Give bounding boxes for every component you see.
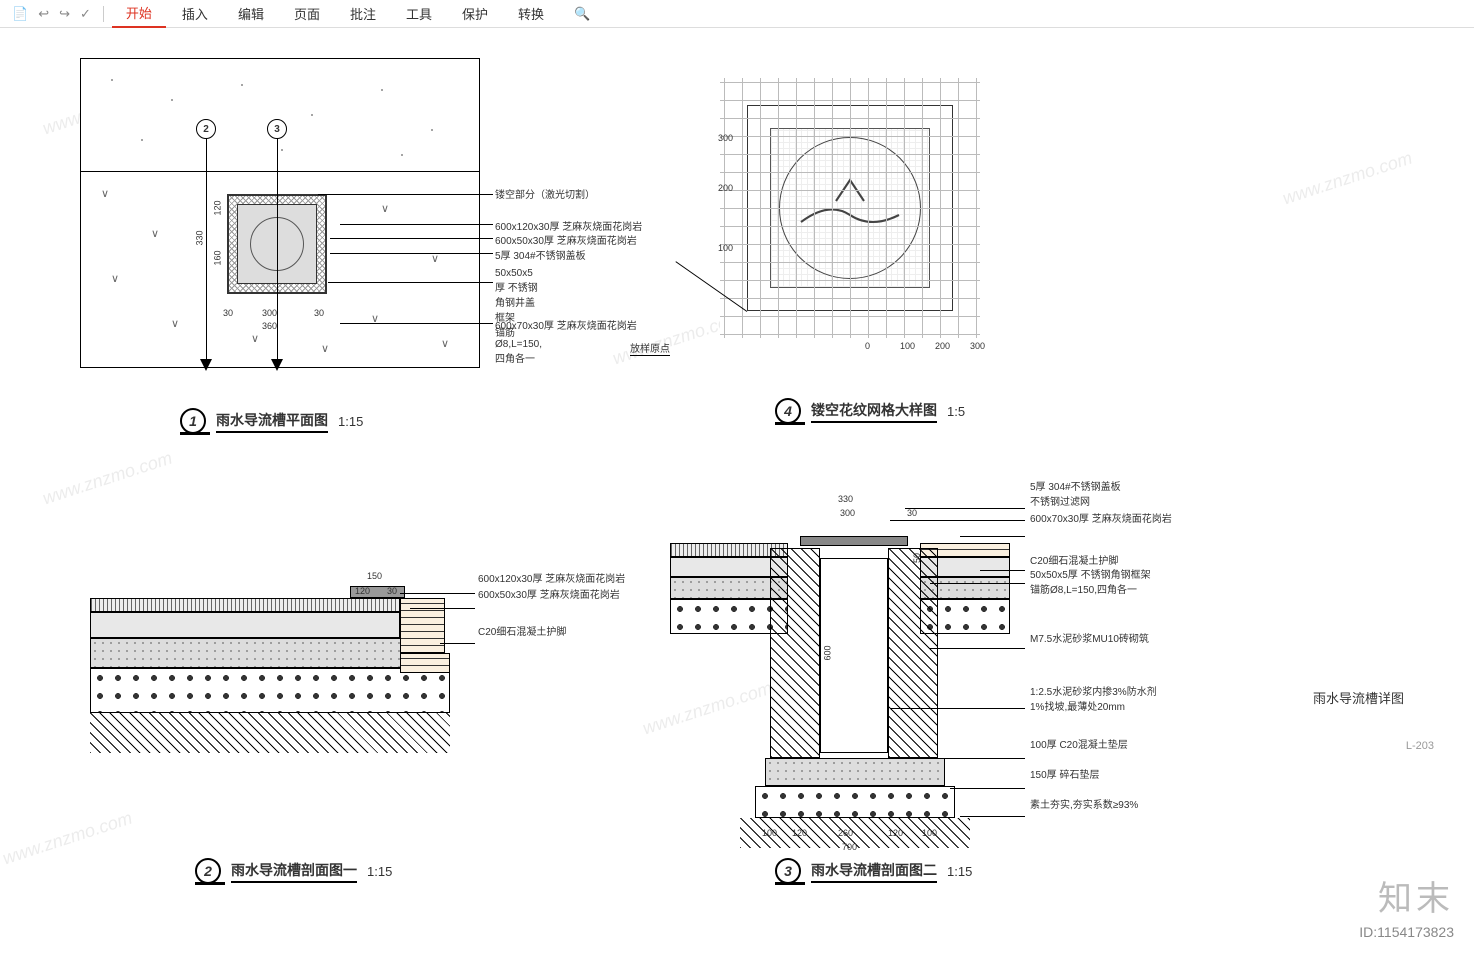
menu-page[interactable]: 页面 bbox=[280, 0, 334, 27]
ann: 1:2.5水泥砂浆内掺3%防水剂 1%找坡,最薄处20mm bbox=[1030, 683, 1157, 713]
title-text: 雨水导流槽剖面图二 bbox=[811, 860, 937, 883]
menubar: 📄 ↩ ↪ ✓ 开始 插入 编辑 页面 批注 工具 保护 转换 🔍 bbox=[0, 0, 1474, 28]
menu-protect[interactable]: 保护 bbox=[448, 0, 502, 27]
axis-x: 200 bbox=[935, 341, 950, 351]
ann: 50x50x5厚 不锈钢角钢框架 锚筋Ø8,L=150,四角各一 bbox=[1030, 566, 1151, 596]
menu-start[interactable]: 开始 bbox=[112, 0, 166, 28]
dim: 150 bbox=[367, 571, 382, 581]
dim-s: 30 bbox=[223, 308, 233, 318]
dim: 300 bbox=[840, 508, 855, 518]
ann: 5厚 304#不锈钢盖板 bbox=[495, 247, 586, 262]
title-scale: 1:15 bbox=[338, 414, 363, 429]
axis-y: 100 bbox=[718, 243, 733, 253]
title-num: 3 bbox=[775, 858, 801, 884]
ann: 600x70x30厚 芝麻灰烧面花岗岩 bbox=[1030, 510, 1172, 525]
dim-v: 120 bbox=[213, 200, 223, 215]
panel-pattern: 0 100 200 300 100 200 300 放样原点 4 镂空花纹网格大… bbox=[720, 78, 980, 338]
check-icon[interactable]: ✓ bbox=[76, 6, 95, 22]
ann: 600x70x30厚 芝麻灰烧面花岗岩 bbox=[495, 317, 637, 332]
title-text: 雨水导流槽平面图 bbox=[216, 410, 328, 433]
dim-h: 300 bbox=[262, 308, 277, 318]
section1-drawing bbox=[90, 568, 450, 788]
brand-watermark: 知末 ID:1154173823 bbox=[1359, 871, 1454, 940]
ann: 600x50x30厚 芝麻灰烧面花岗岩 bbox=[495, 232, 637, 247]
ann: 不锈钢过滤网 bbox=[1030, 493, 1090, 508]
title-num: 4 bbox=[775, 398, 801, 424]
panel4-title: 4 镂空花纹网格大样图 1:5 bbox=[775, 398, 965, 424]
origin-label: 放样原点 bbox=[630, 340, 670, 356]
ann: 600x120x30厚 芝麻灰烧面花岗岩 bbox=[478, 570, 625, 585]
dim-b: 120 bbox=[888, 828, 903, 838]
doc-icon[interactable]: 📄 bbox=[8, 6, 32, 22]
menu-insert[interactable]: 插入 bbox=[168, 0, 222, 27]
ann: 镂空部分（激光切割） bbox=[495, 186, 595, 201]
title-text: 镂空花纹网格大样图 bbox=[811, 400, 937, 423]
dim-side: 50 bbox=[912, 553, 922, 563]
section-line-2 bbox=[206, 129, 207, 364]
axis-x: 0 bbox=[865, 341, 870, 351]
plan-top-area bbox=[81, 59, 479, 171]
title-num: 1 bbox=[180, 408, 206, 434]
dim: 30 bbox=[907, 508, 917, 518]
title-scale: 1:15 bbox=[947, 864, 972, 879]
axis-y: 300 bbox=[718, 133, 733, 143]
ann: 150厚 碎石垫层 bbox=[1030, 766, 1099, 781]
title-scale: 1:5 bbox=[947, 404, 965, 419]
title-text: 雨水导流槽剖面图一 bbox=[231, 860, 357, 883]
panel2-title: 2 雨水导流槽剖面图一 1:15 bbox=[195, 858, 392, 884]
menu-edit[interactable]: 编辑 bbox=[224, 0, 278, 27]
dim: 330 bbox=[838, 494, 853, 504]
dim-depth: 600 bbox=[823, 645, 833, 660]
title-num: 2 bbox=[195, 858, 221, 884]
ann: M7.5水泥砂浆MU10砖砌筑 bbox=[1030, 630, 1149, 645]
dim-b: 120 bbox=[792, 828, 807, 838]
title-scale: 1:15 bbox=[367, 864, 392, 879]
watermark: www.znzmo.com bbox=[1280, 148, 1415, 210]
dim: 120 bbox=[355, 586, 370, 596]
panel-section1: 150 120 30 600x120x30厚 芝麻灰烧面花岗岩 600x50x3… bbox=[90, 528, 610, 888]
menu-convert[interactable]: 转换 bbox=[504, 0, 558, 27]
panel3-title: 3 雨水导流槽剖面图二 1:15 bbox=[775, 858, 972, 884]
axis-x: 100 bbox=[900, 341, 915, 351]
section2-drawing bbox=[670, 488, 1070, 858]
sheet-no: L-203 bbox=[1406, 740, 1434, 752]
axis-y: 200 bbox=[718, 183, 733, 193]
ann: C20细石混凝土护脚 bbox=[478, 623, 566, 638]
panel1-title: 1 雨水导流槽平面图 1:15 bbox=[180, 408, 363, 434]
ann: C20细石混凝土护脚 bbox=[1030, 552, 1118, 567]
menu-tools[interactable]: 工具 bbox=[392, 0, 446, 27]
search-icon[interactable]: 🔍 bbox=[570, 6, 594, 22]
dim-s: 30 bbox=[314, 308, 324, 318]
ann: 5厚 304#不锈钢盖板 bbox=[1030, 478, 1121, 493]
dim: 30 bbox=[387, 586, 397, 596]
brand-cn: 知末 bbox=[1359, 871, 1454, 920]
dim-v: 330 bbox=[195, 230, 205, 245]
ann: 素土夯实,夯实系数≥93% bbox=[1030, 796, 1138, 811]
dim-b: 700 bbox=[842, 842, 857, 852]
dim-b: 260 bbox=[838, 828, 853, 838]
ann: 100厚 C20混凝土垫层 bbox=[1030, 736, 1128, 751]
panel-plan: ∨∨∨∨∨∨∨∨∨∨ 2 3 120 160 330 300 360 30 30… bbox=[80, 58, 480, 368]
panel-section2: 330 300 30 600 50 100 120 260 120 100 70… bbox=[670, 458, 1270, 918]
dim-v: 160 bbox=[213, 250, 223, 265]
watermark: www.znzmo.com bbox=[40, 448, 175, 510]
drawing-canvas: www.znzmo.com www.znzmo.com www.znzmo.co… bbox=[0, 28, 1474, 960]
section-mark-3: 3 bbox=[267, 119, 287, 139]
menu-annotate[interactable]: 批注 bbox=[336, 0, 390, 27]
dim-h: 360 bbox=[262, 321, 277, 331]
pattern-grid bbox=[720, 78, 980, 338]
axis-x: 300 bbox=[970, 341, 985, 351]
divider bbox=[103, 6, 104, 22]
ann: 600x120x30厚 芝麻灰烧面花岗岩 bbox=[495, 218, 642, 233]
undo-icon[interactable]: ↩ bbox=[34, 6, 53, 22]
plan-frame: ∨∨∨∨∨∨∨∨∨∨ 2 3 bbox=[80, 58, 480, 368]
dim-b: 100 bbox=[922, 828, 937, 838]
brand-id: ID:1154173823 bbox=[1359, 924, 1454, 940]
dim-b: 100 bbox=[762, 828, 777, 838]
ann: 600x50x30厚 芝麻灰烧面花岗岩 bbox=[478, 586, 620, 601]
section-line-3 bbox=[277, 129, 278, 364]
redo-icon[interactable]: ↪ bbox=[55, 6, 74, 22]
section-mark-2: 2 bbox=[196, 119, 216, 139]
drawing-title: 雨水导流槽详图 bbox=[1313, 688, 1404, 707]
